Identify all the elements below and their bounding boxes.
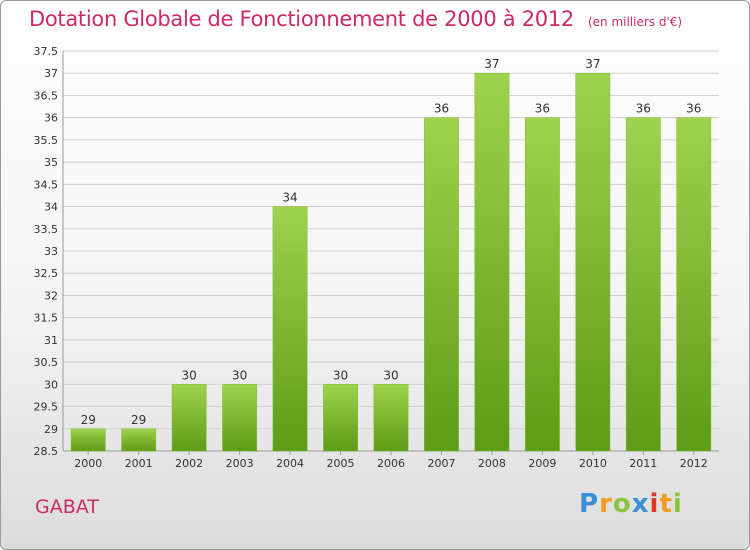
data-label: 29 xyxy=(131,413,146,427)
y-tick-label: 37 xyxy=(44,67,58,80)
x-tick-label: 2003 xyxy=(226,457,254,470)
x-tick-label: 2010 xyxy=(579,457,607,470)
unit-label: (en milliers d'€) xyxy=(587,15,683,29)
bar-2001 xyxy=(121,428,157,452)
x-tick-label: 2001 xyxy=(125,457,153,470)
data-label: 29 xyxy=(81,413,96,427)
y-tick-label: 29.5 xyxy=(34,401,59,414)
bar-2011 xyxy=(625,117,661,452)
bar-2000 xyxy=(70,428,106,452)
y-tick-label: 36 xyxy=(44,112,58,125)
x-tick-label: 2000 xyxy=(74,457,102,470)
data-label: 36 xyxy=(636,102,651,116)
bar-2008 xyxy=(474,72,510,452)
x-tick-label: 2005 xyxy=(327,457,355,470)
bar-2006 xyxy=(373,384,409,452)
x-tick-label: 2008 xyxy=(478,457,506,470)
y-tick-label: 35.5 xyxy=(34,134,59,147)
chart-title: Dotation Globale de Fonctionnement de 20… xyxy=(29,7,682,31)
bar-2012 xyxy=(676,117,712,452)
y-tick-label: 30.5 xyxy=(34,356,59,369)
bar-2002 xyxy=(171,384,207,452)
y-tick-label: 32.5 xyxy=(34,267,59,280)
y-tick-label: 32 xyxy=(44,289,58,302)
y-tick-label: 33 xyxy=(44,245,58,258)
y-tick-label: 31 xyxy=(44,334,58,347)
y-tick-label: 36.5 xyxy=(34,89,59,102)
bar-2010 xyxy=(575,72,611,452)
bar-2007 xyxy=(424,117,459,452)
data-label: 30 xyxy=(383,368,398,382)
x-tick-label: 2009 xyxy=(528,457,556,470)
y-tick-label: 35 xyxy=(44,156,58,169)
title-text: Dotation Globale de Fonctionnement de 20… xyxy=(29,7,574,31)
y-tick-label: 31.5 xyxy=(34,312,59,325)
data-label: 30 xyxy=(232,368,247,382)
data-label: 36 xyxy=(535,102,550,116)
data-label: 30 xyxy=(182,368,197,382)
y-tick-label: 33.5 xyxy=(34,223,59,236)
y-axis-ticks: 28.5 29 29.5 30 30.5 31 31.5 32 32.5 33 33.5 34 34.5… xyxy=(34,45,59,458)
x-axis-ticks: 2000 2001 2002 2003 2004 2005 2006 2007 2008 2009… xyxy=(74,451,708,470)
x-tick-label: 2007 xyxy=(427,457,455,470)
data-label: 34 xyxy=(282,191,297,205)
bar-2004 xyxy=(272,206,308,452)
y-tick-label: 28.5 xyxy=(34,445,59,458)
x-tick-label: 2002 xyxy=(175,457,203,470)
y-tick-label: 29 xyxy=(44,423,58,436)
data-label: 37 xyxy=(484,57,499,71)
x-tick-label: 2012 xyxy=(680,457,708,470)
data-labels: 29 29 30 30 34 30 30 36 37 36 37 36 36 xyxy=(81,57,702,427)
bar-2005 xyxy=(323,384,358,452)
y-tick-label: 34.5 xyxy=(34,178,59,191)
data-label: 36 xyxy=(434,102,449,116)
data-label: 37 xyxy=(585,57,600,71)
bars xyxy=(70,72,712,452)
y-tick-label: 30 xyxy=(44,378,58,391)
city-name: GABAT xyxy=(35,496,99,518)
x-tick-label: 2011 xyxy=(629,457,657,470)
bar-2003 xyxy=(222,384,258,452)
x-tick-label: 2004 xyxy=(276,457,304,470)
y-tick-label: 37.5 xyxy=(34,45,59,58)
y-tick-label: 34 xyxy=(44,201,58,214)
data-label: 36 xyxy=(686,102,701,116)
data-label: 30 xyxy=(333,368,348,382)
x-tick-label: 2006 xyxy=(377,457,405,470)
proxiti-logo: Proxiti xyxy=(579,489,683,519)
bar-2009 xyxy=(524,117,560,452)
